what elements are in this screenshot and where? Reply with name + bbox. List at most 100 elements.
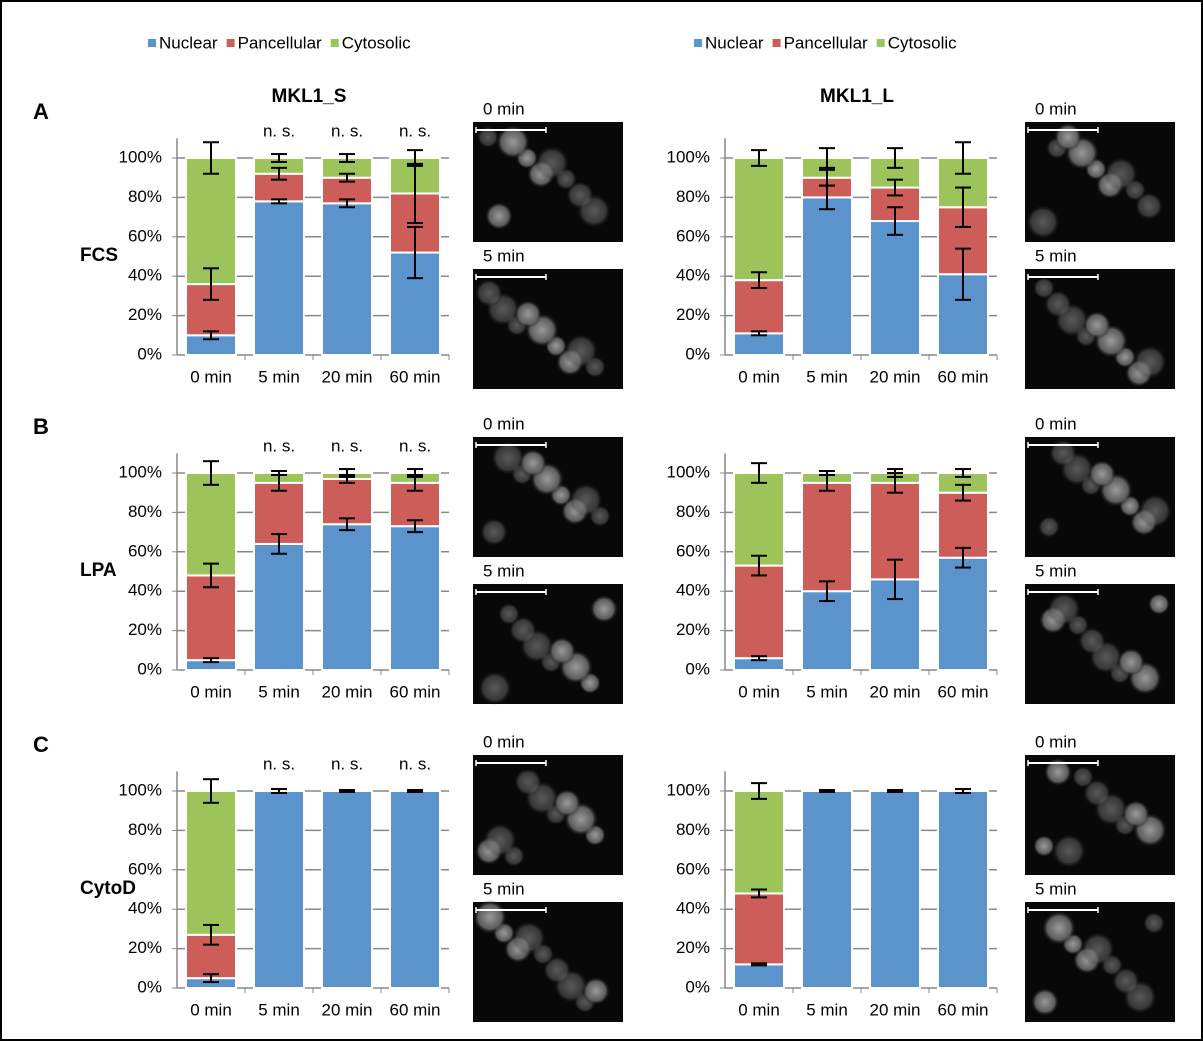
- x-tick-label: 5 min: [806, 1000, 848, 1019]
- error-bar: [339, 790, 355, 792]
- annotation: n. s.: [331, 436, 363, 455]
- bar-segment: [254, 201, 304, 355]
- bar-segment: [802, 483, 852, 591]
- y-tick-label: 0%: [685, 344, 710, 363]
- error-bar: [819, 790, 835, 792]
- cell: [582, 977, 610, 1005]
- cell: [564, 334, 598, 368]
- cell: [1133, 345, 1167, 379]
- cell: [1148, 593, 1170, 615]
- annotation: n. s.: [263, 754, 295, 773]
- y-tick-label: 100%: [667, 147, 710, 166]
- cell: [483, 823, 517, 857]
- bar-segment: [734, 158, 784, 280]
- cell: [1088, 460, 1116, 488]
- legend-swatch: [694, 39, 702, 47]
- x-tick-label: 5 min: [806, 682, 848, 701]
- x-tick-label: 20 min: [869, 682, 920, 701]
- cell: [535, 146, 569, 180]
- bar-segment: [390, 526, 440, 670]
- y-tick-label: 100%: [119, 780, 162, 799]
- image-label: 5 min: [1035, 879, 1077, 898]
- legend-swatch: [877, 39, 885, 47]
- x-tick-label: 5 min: [806, 367, 848, 386]
- x-tick-label: 0 min: [738, 1000, 780, 1019]
- image-label: 5 min: [1035, 246, 1077, 265]
- bar-segment: [322, 203, 372, 355]
- bar-segment: [802, 791, 852, 988]
- y-tick-label: 80%: [676, 502, 710, 521]
- y-tick-label: 40%: [128, 899, 162, 918]
- cell: [1117, 648, 1145, 676]
- y-tick-label: 20%: [128, 620, 162, 639]
- annotation: n. s.: [331, 121, 363, 140]
- bar-segment: [734, 473, 784, 566]
- cell: [1038, 516, 1060, 538]
- bar-segment: [254, 544, 304, 670]
- y-tick-label: 80%: [676, 820, 710, 839]
- cell: [1052, 834, 1086, 868]
- x-tick-label: 60 min: [937, 1000, 988, 1019]
- image-label: 5 min: [483, 246, 525, 265]
- cell: [514, 300, 542, 328]
- y-tick-label: 60%: [128, 859, 162, 878]
- y-tick-label: 40%: [676, 899, 710, 918]
- cell: [1026, 205, 1060, 239]
- cell: [1042, 911, 1076, 945]
- bar-segment: [734, 964, 784, 988]
- cell: [478, 671, 512, 705]
- image-label: 5 min: [483, 561, 525, 580]
- bar-segment: [938, 558, 988, 670]
- legend-label: Pancellular: [238, 33, 322, 52]
- panel-letter: B: [33, 414, 49, 439]
- bar-segment: [734, 566, 784, 659]
- row-label: CytoD: [80, 878, 136, 899]
- bar-segment: [802, 197, 852, 355]
- x-tick-label: 60 min: [937, 367, 988, 386]
- x-tick-label: 0 min: [190, 367, 232, 386]
- y-tick-label: 60%: [676, 859, 710, 878]
- y-tick-label: 80%: [676, 187, 710, 206]
- y-tick-label: 40%: [676, 266, 710, 285]
- y-tick-label: 0%: [137, 344, 162, 363]
- image-label: 0 min: [483, 732, 525, 751]
- cell: [514, 768, 542, 796]
- y-tick-label: 20%: [676, 938, 710, 957]
- cell: [1033, 835, 1055, 857]
- image-label: 5 min: [483, 879, 525, 898]
- chart-title: MKL1_L: [820, 86, 894, 107]
- cell: [480, 518, 508, 546]
- bar-segment: [254, 791, 304, 988]
- x-tick-label: 60 min: [937, 682, 988, 701]
- legend-label: Cytosolic: [342, 33, 411, 52]
- cell: [1104, 157, 1138, 191]
- bar-segment: [734, 893, 784, 964]
- annotation: n. s.: [399, 436, 431, 455]
- x-tick-label: 20 min: [869, 367, 920, 386]
- x-tick-label: 20 min: [321, 367, 372, 386]
- cell: [569, 483, 603, 517]
- bar-segment: [734, 333, 784, 355]
- x-tick-label: 0 min: [190, 1000, 232, 1019]
- bar-segment: [186, 158, 236, 284]
- legend-label: Nuclear: [159, 33, 218, 52]
- x-tick-label: 20 min: [321, 682, 372, 701]
- y-tick-label: 0%: [137, 977, 162, 996]
- y-tick-label: 80%: [128, 820, 162, 839]
- legend-swatch: [331, 39, 339, 47]
- bar-segment: [322, 791, 372, 988]
- cell: [1054, 123, 1082, 151]
- image-label: 0 min: [1035, 414, 1077, 433]
- y-tick-label: 80%: [128, 502, 162, 521]
- x-tick-label: 60 min: [389, 367, 440, 386]
- panel-letter: A: [33, 99, 49, 124]
- cell: [498, 603, 520, 625]
- x-tick-label: 20 min: [869, 1000, 920, 1019]
- legend-label: Nuclear: [705, 33, 764, 52]
- x-tick-label: 60 min: [389, 682, 440, 701]
- error-bar: [407, 790, 423, 792]
- image-label: 0 min: [1035, 732, 1077, 751]
- y-tick-label: 60%: [676, 541, 710, 560]
- y-tick-label: 40%: [128, 581, 162, 600]
- figure: NuclearPancellularCytosolicNuclearPancel…: [0, 0, 1203, 1041]
